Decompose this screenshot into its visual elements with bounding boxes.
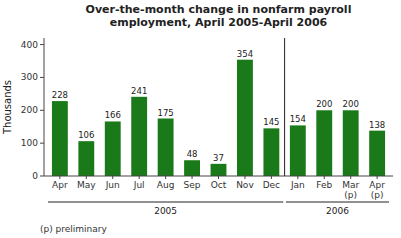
title: Over-the-month change in nonfarm payroll…: [86, 3, 352, 29]
y-axis: [44, 38, 45, 176]
footnote: (p) preliminary: [40, 224, 108, 234]
x-tick-label: May: [77, 180, 96, 190]
data-label: 138: [369, 120, 385, 130]
x-tick-label: Feb: [316, 180, 332, 190]
year-bracket: [48, 202, 283, 203]
x-tick: [350, 176, 351, 179]
text-line: (p): [344, 190, 357, 200]
x-tick-label: Dec: [263, 180, 280, 190]
text-line: Over-the-month change in nonfarm payroll: [86, 3, 352, 16]
data-label: 241: [131, 86, 147, 96]
x-tick: [377, 176, 378, 179]
text-line: employment, April 2005-April 2006: [110, 16, 328, 29]
bar: [369, 131, 385, 176]
y-tick-label: 200: [21, 105, 38, 115]
year-bracket: [286, 202, 389, 203]
x-tick-label: Jan: [290, 180, 305, 190]
text-line: May: [77, 180, 96, 190]
data-label: 354: [237, 49, 253, 59]
text-line: Apr: [52, 180, 68, 190]
y-tick: [40, 176, 44, 177]
text-line: Jun: [105, 180, 120, 190]
bar: [158, 119, 174, 177]
data-label: 48: [187, 149, 198, 159]
bar: [52, 101, 68, 176]
bar: [343, 110, 359, 176]
year-label: 2005: [154, 206, 177, 216]
chart: Over-the-month change in nonfarm payroll…: [0, 0, 401, 238]
separator: [284, 38, 285, 176]
x-tick: [324, 176, 325, 179]
text-line: Aug: [157, 180, 175, 190]
year-label: 2006: [326, 206, 349, 216]
data-label: 145: [263, 117, 279, 127]
x-tick-label: Mar(p): [342, 180, 359, 200]
x-tick: [59, 176, 60, 179]
text-line: Sep: [184, 180, 201, 190]
x-tick: [271, 176, 272, 179]
x-tick-label: Oct: [211, 180, 227, 190]
bar: [316, 110, 332, 176]
x-tick: [86, 176, 87, 179]
text-line: Jul: [133, 180, 145, 190]
x-tick: [165, 176, 166, 179]
text-line: Oct: [211, 180, 227, 190]
x-tick: [192, 176, 193, 179]
x-tick-label: Aug: [157, 180, 175, 190]
x-tick: [244, 176, 245, 179]
data-label: 175: [158, 108, 174, 118]
data-label: 37: [213, 153, 224, 163]
y-tick-label: 300: [21, 72, 38, 82]
text-line: Dec: [263, 180, 280, 190]
y-label: Thousands: [2, 80, 13, 135]
x-tick-label: Nov: [236, 180, 254, 190]
bar: [78, 141, 94, 176]
data-label: 154: [290, 114, 306, 124]
bar: [131, 97, 147, 176]
x-tick-label: Jul: [133, 180, 145, 190]
bar: [263, 128, 279, 176]
x-tick: [139, 176, 140, 179]
bar: [237, 60, 253, 176]
y-tick: [40, 77, 44, 78]
x-tick: [112, 176, 113, 179]
data-label: 106: [78, 130, 94, 140]
text-line: Nov: [236, 180, 254, 190]
y-tick: [40, 44, 44, 45]
x-tick: [297, 176, 298, 179]
bar: [105, 121, 121, 176]
x-tick-label: Apr: [52, 180, 68, 190]
data-label: 200: [316, 99, 332, 109]
data-label: 228: [52, 90, 68, 100]
y-tick-label: 0: [32, 171, 38, 181]
bar: [211, 164, 227, 176]
data-label: 166: [105, 110, 121, 120]
y-tick-label: 400: [21, 40, 38, 50]
bar: [290, 125, 306, 176]
data-label: 200: [343, 99, 359, 109]
x-tick-label: Apr(p): [369, 180, 385, 200]
text-line: Apr: [369, 180, 385, 190]
text-line: Jan: [290, 180, 305, 190]
y-tick: [40, 143, 44, 144]
text-line: Feb: [316, 180, 332, 190]
text-line: Mar: [342, 180, 359, 190]
text-line: (p): [371, 190, 384, 200]
x-tick: [218, 176, 219, 179]
y-tick: [40, 110, 44, 111]
bars: [52, 60, 385, 176]
y-tick-label: 100: [21, 138, 38, 148]
bar: [184, 160, 200, 176]
x-tick-label: Sep: [184, 180, 201, 190]
x-tick-label: Jun: [105, 180, 120, 190]
